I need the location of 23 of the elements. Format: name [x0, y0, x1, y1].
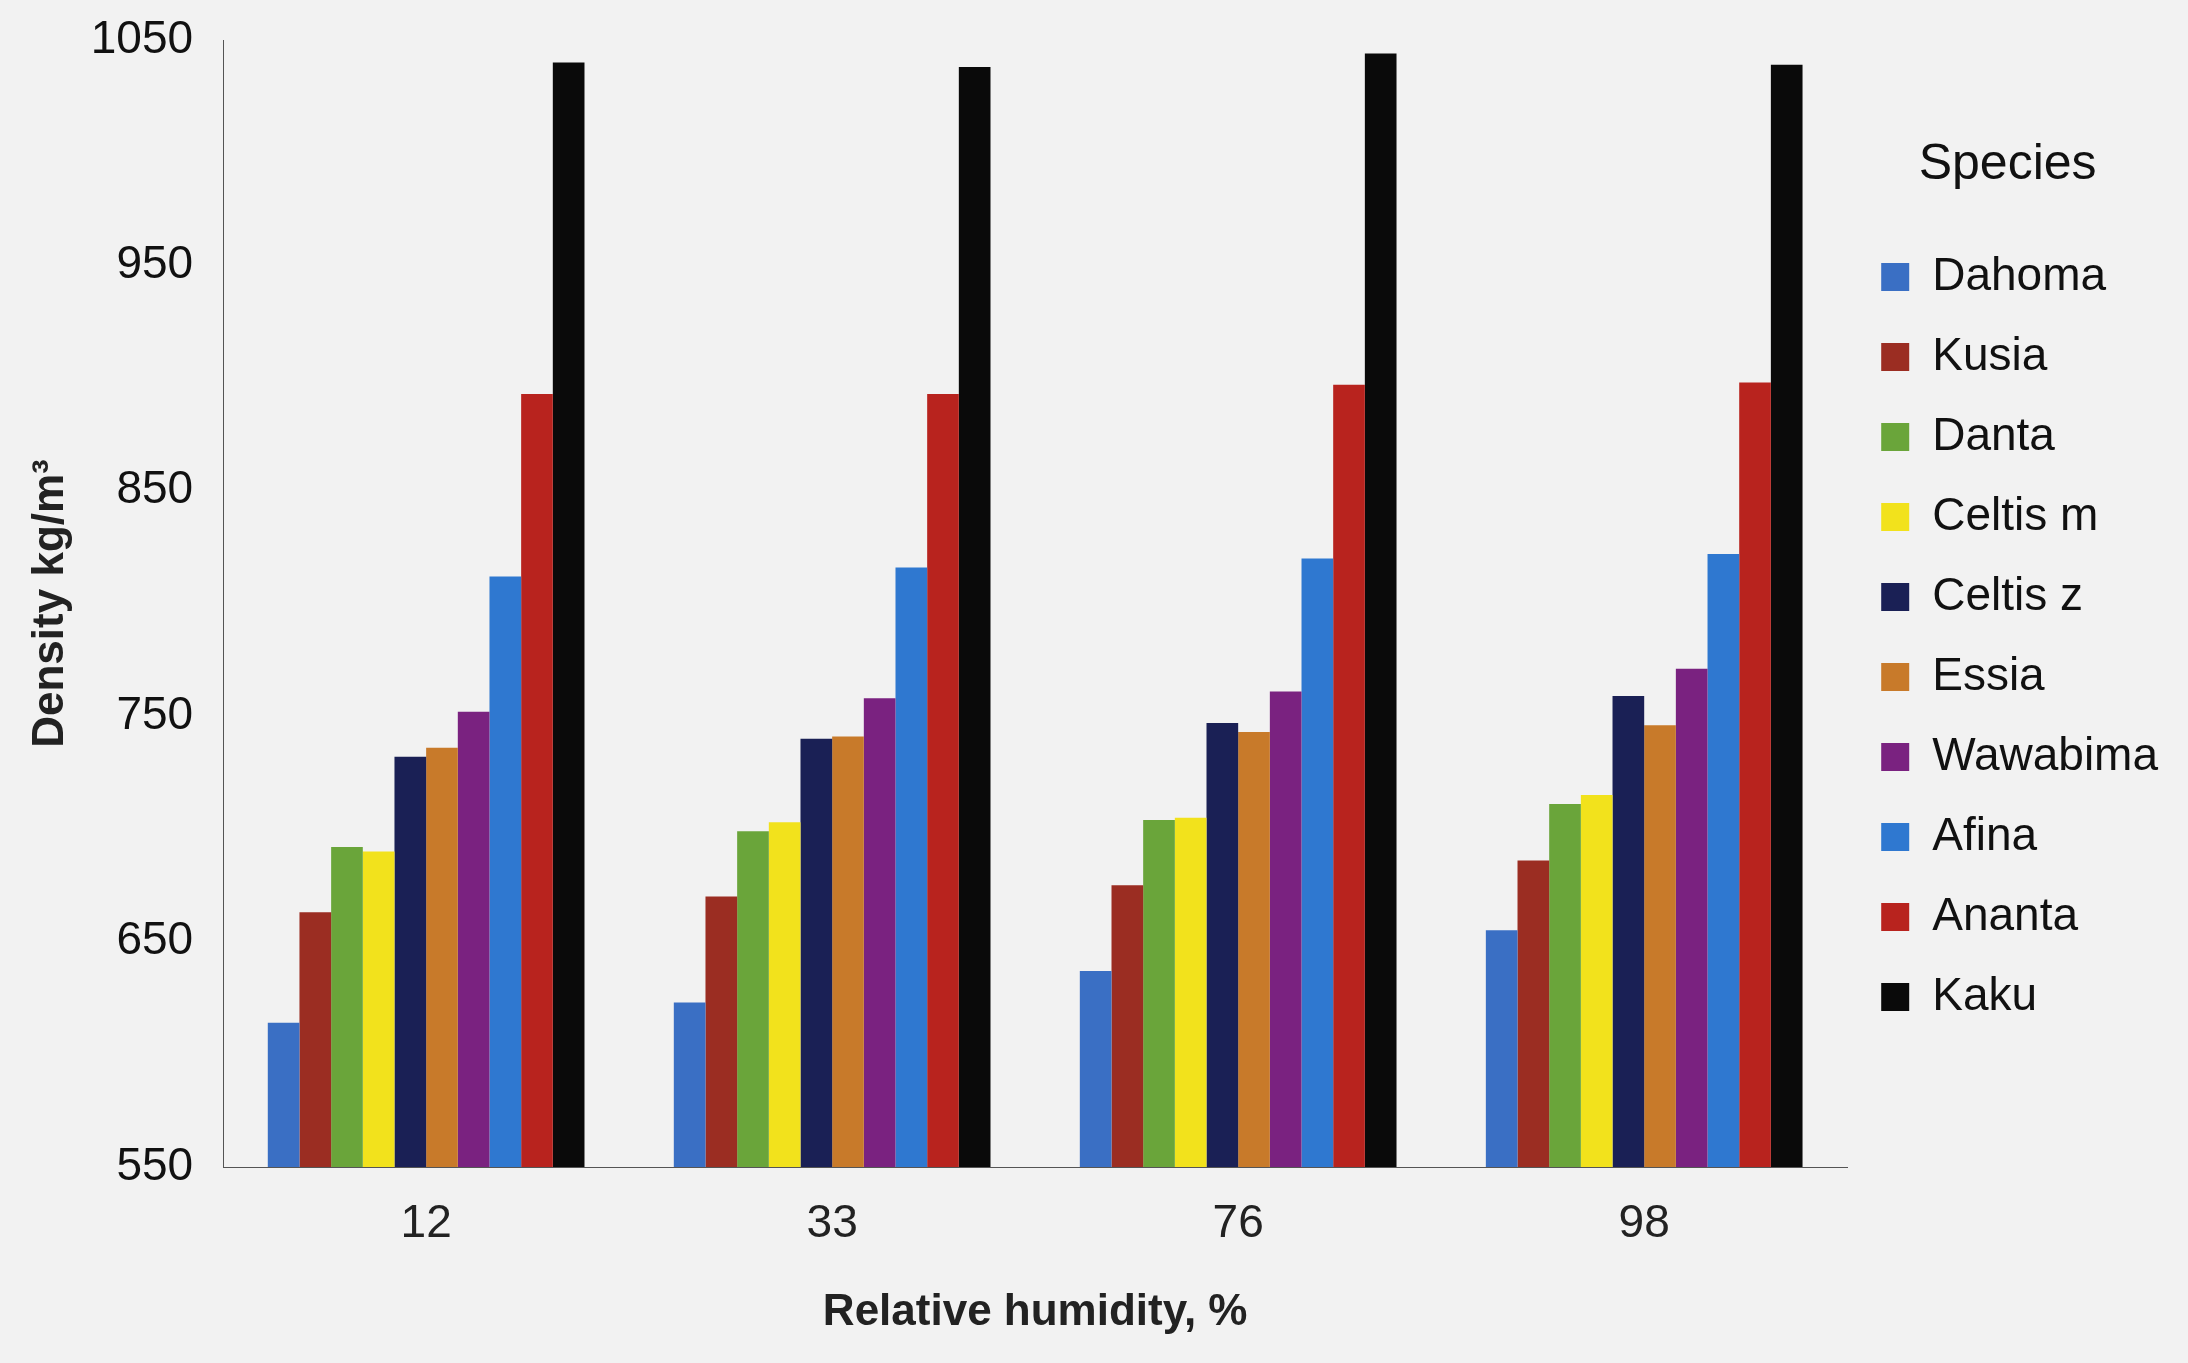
legend-label: Danta — [1932, 407, 2056, 460]
y-tick-label: 1050 — [90, 10, 194, 63]
y-tick-label: 650 — [116, 912, 194, 965]
x-tick-label: 12 — [400, 1195, 452, 1248]
legend-label: Kusia — [1932, 327, 2048, 380]
legend-label: Wawabima — [1932, 727, 2159, 780]
legend-title: Species — [1918, 133, 2097, 190]
y-tick-label: 950 — [116, 236, 194, 289]
legend-label: Essia — [1932, 647, 2046, 700]
x-tick-label: 76 — [1212, 1195, 1264, 1248]
legend-label: Ananta — [1932, 887, 2079, 940]
legend-label: Kaku — [1932, 967, 2038, 1020]
y-tick-label: 550 — [116, 1137, 194, 1190]
x-axis-title: Relative humidity, % — [822, 1284, 1248, 1334]
legend-label: Afina — [1932, 807, 2038, 860]
x-tick-label: 98 — [1618, 1195, 1670, 1248]
legend-label: Celtis m — [1932, 487, 2099, 540]
y-tick-label: 750 — [116, 686, 194, 739]
y-tick-label: 850 — [116, 461, 194, 514]
legend-label: Dahoma — [1932, 247, 2107, 300]
legend-label: Celtis z — [1932, 567, 2084, 620]
y-axis-title: Density kg/m³ — [22, 459, 72, 748]
x-tick-label: 33 — [806, 1195, 858, 1248]
